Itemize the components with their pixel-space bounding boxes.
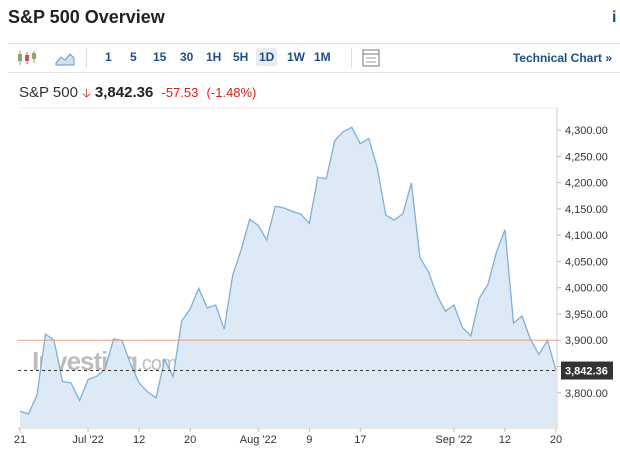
quote: S&P 500 🡣 3,842.36 -57.53 (-1.48%): [19, 84, 256, 105]
area-icon[interactable]: [54, 49, 76, 67]
y-tick-label: 4,200.00: [565, 178, 608, 190]
x-tick-label: 17: [354, 434, 366, 446]
y-tick-label: 3,900.00: [565, 335, 608, 347]
toolbar: Technical Chart » 1 5 15 30 1H 5H 1D 1W 1M: [8, 43, 620, 73]
candlestick-icon[interactable]: [16, 49, 38, 67]
quote-name: S&P 500: [19, 84, 78, 101]
table-icon[interactable]: [362, 49, 380, 67]
x-tick-label: 12: [499, 434, 511, 446]
quote-price: 3,842.36: [94, 84, 154, 101]
interval-button[interactable]: 1: [105, 50, 112, 64]
y-tick-label: 3,950.00: [565, 309, 608, 321]
area-fill: [20, 127, 556, 429]
quote-change-pct: (-1.48%): [206, 85, 257, 100]
x-tick-label: Jul '22: [72, 434, 103, 446]
price-line: [19, 126, 557, 415]
widget-title: S&P 500 Overview: [8, 7, 165, 27]
interval-button[interactable]: 1H: [206, 50, 222, 64]
x-tick-label: 12: [133, 434, 145, 446]
x-tick-label: Aug '22: [240, 434, 277, 446]
x-tick-label: 20: [550, 434, 562, 446]
current-price-label: 3,842.36: [565, 366, 608, 378]
y-tick-label: 4,100.00: [565, 230, 608, 242]
y-tick-label: 3,800.00: [565, 388, 608, 400]
interval-button[interactable]: 5H: [233, 50, 249, 64]
current-price-box: [561, 361, 613, 380]
x-tick-label: 9: [306, 434, 312, 446]
info-button[interactable]: i: [612, 9, 617, 26]
x-tick-label: Sep '22: [435, 434, 472, 446]
separator: [86, 48, 87, 68]
y-tick-label: 4,150.00: [565, 204, 608, 216]
technical-chart-link[interactable]: Technical Chart »: [512, 51, 612, 65]
y-tick-label: 4,300.00: [565, 125, 608, 137]
x-tick-label: 20: [184, 434, 196, 446]
separator: [351, 48, 352, 68]
interval-button[interactable]: 15: [153, 50, 167, 64]
quote-change: -57.53: [161, 85, 199, 100]
y-tick-label: 4,050.00: [565, 256, 608, 268]
y-tick-label: 4,250.00: [565, 151, 608, 163]
interval-button[interactable]: 30: [180, 50, 194, 64]
x-tick-label: 21: [14, 434, 26, 446]
down-arrow: 🡣: [82, 86, 91, 100]
interval-button[interactable]: 1W: [287, 50, 305, 64]
y-tick-label: 4,000.00: [565, 283, 608, 295]
interval-button[interactable]: 5: [130, 50, 137, 64]
interval-button[interactable]: 1D: [256, 48, 278, 66]
interval-button[interactable]: 1M: [314, 50, 331, 64]
